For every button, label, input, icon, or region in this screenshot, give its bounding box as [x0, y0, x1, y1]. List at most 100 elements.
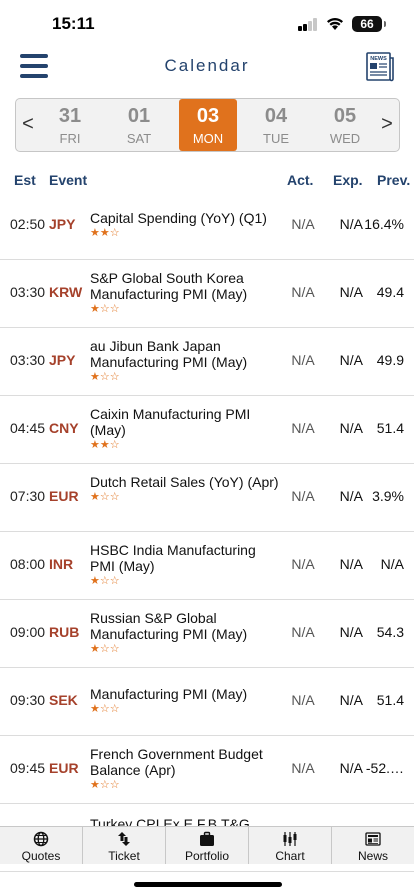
next-dates-arrow[interactable]: >	[381, 113, 393, 135]
star-outline-icon: ☆	[99, 371, 110, 383]
event-row[interactable]: 03:30 JPY au Jibun Bank Japan Manufacturin…	[0, 328, 414, 396]
event-previous: 51.4	[376, 420, 404, 436]
importance-stars: ★☆☆	[90, 303, 280, 316]
event-info: Caixin Manufacturing PMI (May) ★★☆	[90, 406, 280, 452]
day-number: 05	[333, 105, 357, 127]
event-expected: N/A	[339, 216, 363, 232]
globe-icon	[33, 831, 49, 847]
event-row[interactable]: 07:30 EUR Dutch Retail Sales (YoY) (Apr) ★☆…	[0, 464, 414, 532]
importance-stars: ★★☆	[90, 439, 280, 452]
day-number: 01	[127, 105, 151, 127]
col-header-exp: Exp.	[333, 172, 363, 188]
event-currency: SEK	[49, 692, 78, 708]
event-title: Russian S&P Global Manufacturing PMI (Ma…	[90, 610, 248, 642]
event-info: au Jibun Bank Japan Manufacturing PMI (M…	[90, 338, 280, 384]
event-time: 07:30	[10, 488, 46, 504]
star-outline-icon: ☆	[99, 703, 110, 715]
event-row[interactable]: 09:30 SEK Manufacturing PMI (May) ★☆☆ N/A N/A…	[0, 668, 414, 736]
tab-quotes[interactable]: Quotes	[0, 827, 83, 864]
event-title: Caixin Manufacturing PMI (May)	[90, 406, 251, 438]
day-31[interactable]: 31 FRI	[41, 99, 99, 151]
importance-stars: ★☆☆	[90, 371, 280, 384]
star-outline-icon: ☆	[109, 703, 120, 715]
event-time: 09:30	[10, 692, 46, 708]
day-04[interactable]: 04 TUE	[247, 99, 305, 151]
event-currency: CNY	[49, 420, 79, 436]
day-01[interactable]: 01 SAT	[110, 99, 168, 151]
event-actual: N/A	[291, 556, 315, 572]
bottom-tab-bar: Quotes Ticket Portfolio Chart	[0, 826, 414, 864]
battery-icon: 66	[352, 16, 386, 32]
event-title: au Jibun Bank Japan Manufacturing PMI (M…	[90, 338, 248, 370]
event-info: S&P Global South Korea Manufacturing PMI…	[90, 270, 280, 316]
event-previous: 54.3	[376, 624, 404, 640]
tab-label: Quotes	[21, 849, 61, 863]
event-row[interactable]: 04:45 CNY Caixin Manufacturing PMI (May) ★★…	[0, 396, 414, 464]
event-actual: N/A	[291, 760, 315, 776]
app-header: Calendar NEWS	[0, 48, 414, 88]
star-filled-icon: ★	[99, 439, 110, 451]
star-outline-icon: ☆	[109, 227, 120, 239]
importance-stars: ★☆☆	[90, 703, 280, 716]
event-expected: N/A	[339, 556, 363, 572]
tab-ticket[interactable]: Ticket	[83, 827, 166, 864]
day-number: 04	[264, 105, 288, 127]
wifi-icon	[327, 18, 343, 30]
event-previous: 16.4%	[364, 216, 404, 232]
event-actual: N/A	[291, 352, 315, 368]
star-outline-icon: ☆	[99, 643, 110, 655]
day-of-week: MON	[192, 131, 224, 146]
tab-label: News	[357, 849, 388, 863]
star-filled-icon: ★	[99, 227, 110, 239]
event-actual: N/A	[291, 216, 315, 232]
date-selector: < 31 FRI 01 SAT 03 MON 04 TUE 05 WED >	[15, 98, 400, 152]
event-previous: 49.4	[376, 284, 404, 300]
tab-chart[interactable]: Chart	[249, 827, 332, 864]
event-time: 04:45	[10, 420, 46, 436]
tab-label: Chart	[275, 849, 305, 863]
event-row[interactable]: 09:45 EUR French Government Budget Balance…	[0, 736, 414, 804]
tab-news[interactable]: News	[332, 827, 414, 864]
briefcase-icon	[200, 831, 214, 846]
hamburger-menu-icon[interactable]	[20, 54, 48, 78]
star-filled-icon: ★	[90, 643, 100, 655]
event-currency: EUR	[49, 760, 79, 776]
event-row[interactable]: 09:00 RUB Russian S&P Global Manufacturing…	[0, 600, 414, 668]
col-header-prev: Prev.	[377, 172, 411, 188]
star-outline-icon: ☆	[109, 303, 120, 315]
event-title: Dutch Retail Sales (YoY) (Apr)	[90, 474, 279, 490]
event-row[interactable]: 02:50 JPY Capital Spending (YoY) (Q1) ★★☆ N/…	[0, 192, 414, 260]
event-currency: JPY	[49, 216, 76, 232]
event-row[interactable]: 08:00 INR HSBC India Manufacturing PMI (Ma…	[0, 532, 414, 600]
event-info: Russian S&P Global Manufacturing PMI (Ma…	[90, 610, 280, 656]
event-time: 09:00	[10, 624, 46, 640]
event-expected: N/A	[339, 352, 363, 368]
newspaper-icon[interactable]: NEWS	[366, 52, 394, 82]
star-filled-icon: ★	[90, 491, 100, 503]
event-time: 08:00	[10, 556, 46, 572]
star-outline-icon: ☆	[109, 779, 120, 791]
tab-label: Ticket	[108, 849, 140, 863]
news-icon-label: NEWS	[370, 56, 387, 62]
cellular-signal-icon	[298, 18, 318, 31]
event-currency: RUB	[49, 624, 80, 640]
day-03-selected[interactable]: 03 MON	[179, 99, 237, 151]
day-of-week: WED	[329, 131, 361, 146]
star-filled-icon: ★	[90, 575, 100, 587]
day-05[interactable]: 05 WED	[316, 99, 374, 151]
tab-portfolio[interactable]: Portfolio	[166, 827, 249, 864]
previous-dates-arrow[interactable]: <	[22, 113, 34, 135]
event-info: French Government Budget Balance (Apr) ★☆…	[90, 746, 280, 792]
event-title: Capital Spending (YoY) (Q1)	[90, 210, 267, 226]
star-outline-icon: ☆	[99, 779, 110, 791]
event-expected: N/A	[339, 284, 363, 300]
event-previous: N/A	[380, 556, 404, 572]
star-outline-icon: ☆	[99, 575, 110, 587]
event-title: S&P Global South Korea Manufacturing PMI…	[90, 270, 248, 302]
event-row[interactable]: 03:30 KRW S&P Global South Korea Manufactu…	[0, 260, 414, 328]
status-bar: 15:11 66	[0, 0, 414, 50]
star-outline-icon: ☆	[109, 371, 120, 383]
event-previous: 51.4	[376, 692, 404, 708]
star-filled-icon: ★	[90, 303, 100, 315]
star-filled-icon: ★	[90, 371, 100, 383]
